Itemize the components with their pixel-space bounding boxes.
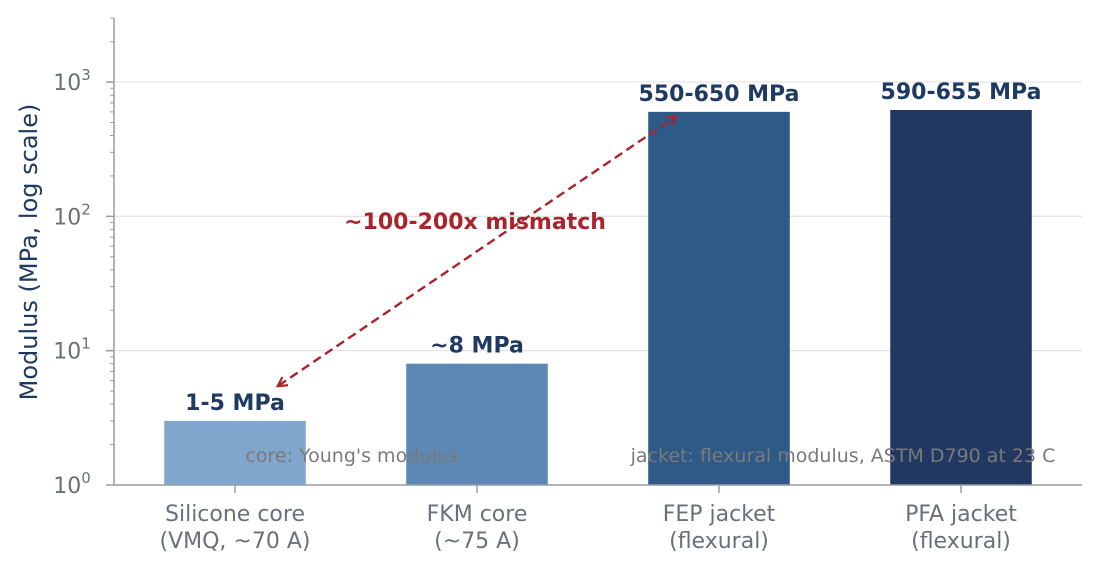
category-sublabel-3: (flexural) (911, 529, 1011, 554)
mismatch-arrow (279, 117, 676, 386)
category-label-1: FKM core (427, 502, 528, 527)
category-sublabel-2: (flexural) (669, 529, 769, 554)
data-label-0: 1-5 MPa (185, 391, 285, 416)
mismatch-annotation: ~100-200x mismatch (344, 210, 606, 235)
bar-2 (648, 111, 790, 485)
category-sublabel-1: (~75 A) (434, 529, 520, 554)
y-tick-label-1: 101 (53, 335, 91, 365)
axes (106, 17, 1082, 493)
category-label-2: FEP jacket (663, 502, 776, 527)
core-note: core: Young's modulus (245, 445, 458, 467)
category-label-3: PFA jacket (905, 502, 1017, 527)
jacket-note: jacket: flexural modulus, ASTM D790 at 2… (630, 445, 1056, 467)
bars (164, 109, 1032, 486)
y-tick-label-2: 102 (53, 200, 91, 230)
bar-3 (890, 109, 1032, 486)
data-label-3: 590-655 MPa (881, 80, 1042, 105)
labels: 100 101 102 103 Silicone core(VMQ, ~70 A) FKM… (53, 66, 1041, 554)
category-sublabel-0: (VMQ, ~70 A) (160, 529, 311, 554)
y-tick-label-0: 100 (53, 469, 91, 499)
category-label-0: Silicone core (165, 502, 305, 527)
y-tick-label-3: 103 (53, 66, 91, 96)
y-axis-label: Modulus (MPa, log scale) (15, 104, 43, 401)
data-label-1: ~8 MPa (430, 334, 524, 359)
bar-0 (164, 420, 306, 485)
data-label-2: 550-650 MPa (639, 82, 800, 107)
